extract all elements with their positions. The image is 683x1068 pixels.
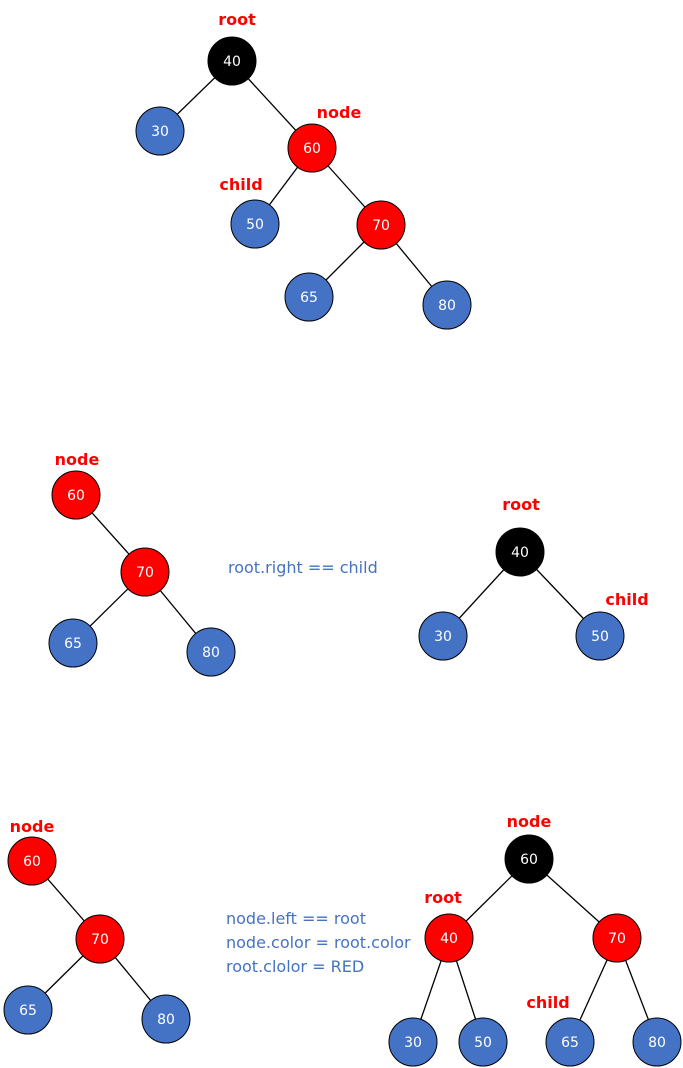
node-circle-blue <box>458 1017 508 1067</box>
node-value: 70 <box>608 931 626 947</box>
tree-node-65: 65 <box>48 618 98 668</box>
tag-root: root <box>424 888 462 907</box>
node-value: 30 <box>151 124 169 140</box>
node-value: 50 <box>474 1035 492 1051</box>
node-circle-blue <box>284 272 334 322</box>
node-circle-red <box>120 547 170 597</box>
diagram-2: 60 70 65 80 node root.right == child <box>48 450 649 677</box>
diagram-3: 60 70 65 80 node node.left == root node.… <box>3 812 682 1067</box>
tree-node-60: 60 <box>504 834 554 884</box>
node-value: 60 <box>23 854 41 870</box>
notes-block: node.left == root node.color = root.colo… <box>226 909 411 976</box>
node-circle-blue <box>48 618 98 668</box>
tag-root: root <box>218 10 256 29</box>
node-value: 80 <box>438 298 456 314</box>
tree-node-70: 70 <box>120 547 170 597</box>
node-value: 80 <box>648 1035 666 1051</box>
tree-node-80: 80 <box>141 994 191 1044</box>
note-line: node.left == root <box>226 909 366 928</box>
node-circle-blue <box>632 1017 682 1067</box>
node-circle-blue <box>575 611 625 661</box>
node-circle-red <box>7 836 57 886</box>
node-value: 50 <box>246 217 264 233</box>
tree-node-60: 60 <box>7 836 57 886</box>
diagram-3-left: 60 70 65 80 node <box>3 817 191 1044</box>
node-value: 65 <box>64 636 82 652</box>
node-value: 30 <box>404 1035 422 1051</box>
tree-node-30: 30 <box>388 1017 438 1067</box>
node-value: 50 <box>591 629 609 645</box>
node-value: 40 <box>440 931 458 947</box>
tree-node-65: 65 <box>545 1017 595 1067</box>
tree-node-70: 70 <box>592 913 642 963</box>
tree-node-40: 40 <box>207 36 257 86</box>
node-value: 30 <box>434 629 452 645</box>
tree-node-65: 65 <box>284 272 334 322</box>
node-value: 40 <box>511 545 529 561</box>
tag-child: child <box>605 590 648 609</box>
node-value: 65 <box>19 1003 37 1019</box>
tree-node-65: 65 <box>3 985 53 1035</box>
tree-node-60: 60 <box>287 123 337 173</box>
tree-node-40: 40 <box>424 913 474 963</box>
node-circle-blue <box>388 1017 438 1067</box>
note-line: root.clolor = RED <box>226 957 364 976</box>
diagram-2-right: 40 30 50 root child <box>418 495 649 661</box>
node-circle-red <box>287 123 337 173</box>
edges <box>159 60 448 306</box>
node-circle-black <box>495 527 545 577</box>
node-circle-red <box>356 200 406 250</box>
tag-root: root <box>502 495 540 514</box>
diagram-1: 40 30 60 50 70 65 80 root node child <box>135 10 472 330</box>
node-circle-blue <box>230 199 280 249</box>
node-circle-blue <box>141 994 191 1044</box>
node-value: 70 <box>136 565 154 581</box>
node-value: 40 <box>223 54 241 70</box>
tree-node-60: 60 <box>51 470 101 520</box>
node-circle-red <box>424 913 474 963</box>
node-circle-blue <box>3 985 53 1035</box>
diagram-2-left: 60 70 65 80 node <box>48 450 236 677</box>
diagram-3-right: 60 40 70 30 50 65 <box>388 812 682 1067</box>
node-value: 80 <box>157 1012 175 1028</box>
node-value: 60 <box>67 488 85 504</box>
tag-node: node <box>10 817 55 836</box>
node-value: 60 <box>303 141 321 157</box>
tag-node: node <box>317 103 362 122</box>
node-circle-blue <box>422 280 472 330</box>
tree-node-40: 40 <box>495 527 545 577</box>
node-circle-black <box>504 834 554 884</box>
node-circle-red <box>592 913 642 963</box>
node-circle-black <box>207 36 257 86</box>
node-circle-blue <box>186 627 236 677</box>
tree-node-70: 70 <box>75 914 125 964</box>
tree-node-80: 80 <box>422 280 472 330</box>
node-value: 70 <box>372 218 390 234</box>
tag-child: child <box>526 993 569 1012</box>
tag-child: child <box>219 175 262 194</box>
note-root-right: root.right == child <box>228 558 378 577</box>
node-circle-red <box>75 914 125 964</box>
node-circle-blue <box>135 106 185 156</box>
node-value: 65 <box>300 290 318 306</box>
tree-node-50: 50 <box>230 199 280 249</box>
tree-node-80: 80 <box>632 1017 682 1067</box>
tree-node-70: 70 <box>356 200 406 250</box>
tree-node-80: 80 <box>186 627 236 677</box>
tree-node-50: 50 <box>575 611 625 661</box>
node-circle-blue <box>545 1017 595 1067</box>
node-value: 60 <box>520 852 538 868</box>
node-value: 65 <box>561 1035 579 1051</box>
tag-node: node <box>55 450 100 469</box>
tag-node: node <box>507 812 552 831</box>
node-circle-red <box>51 470 101 520</box>
node-value: 80 <box>202 645 220 661</box>
node-circle-blue <box>418 611 468 661</box>
tree-node-30: 30 <box>135 106 185 156</box>
node-value: 70 <box>91 932 109 948</box>
tree-node-30: 30 <box>418 611 468 661</box>
note-line: node.color = root.color <box>226 933 411 952</box>
tree-node-50: 50 <box>458 1017 508 1067</box>
